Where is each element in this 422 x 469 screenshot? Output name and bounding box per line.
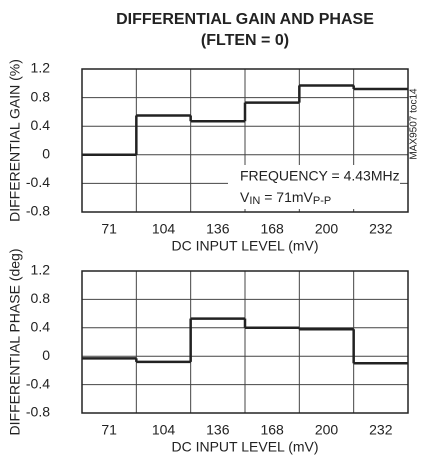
annotation-part: = 71mV xyxy=(260,189,313,205)
y-axis-title: DIFFERENTIAL GAIN (%) xyxy=(7,59,23,222)
x-tick-label: 200 xyxy=(315,422,339,438)
x-axis-title: DC INPUT LEVEL (mV) xyxy=(171,238,318,254)
x-tick-label: 104 xyxy=(152,221,176,237)
plot-frame xyxy=(81,270,409,414)
annotation-background xyxy=(228,165,400,209)
x-tick-label: 136 xyxy=(206,422,230,438)
chart-subtitle: (FLTEN = 0) xyxy=(201,32,289,49)
chart-title: DIFFERENTIAL GAIN AND PHASE xyxy=(116,11,374,28)
annotation-part: IN xyxy=(249,195,260,207)
y-tick-label: 0 xyxy=(42,347,50,363)
x-tick-label: 71 xyxy=(101,221,117,237)
x-tick-label: 168 xyxy=(260,221,284,237)
x-tick-label: 136 xyxy=(206,221,230,237)
plot-frame xyxy=(81,68,409,213)
x-tick-label: 200 xyxy=(315,221,339,237)
x-tick-label: 232 xyxy=(369,422,393,438)
y-axis-title: DIFFERENTIAL PHASE (deg) xyxy=(7,249,23,436)
annotation-part: V xyxy=(240,189,250,205)
x-tick-label: 71 xyxy=(101,422,117,438)
y-tick-label: -0.8 xyxy=(26,404,50,420)
y-tick-label: 0.4 xyxy=(31,319,51,335)
y-tick-label: 1.2 xyxy=(31,262,51,278)
y-tick-label: -0.4 xyxy=(26,174,50,190)
annotation-line: VIN = 71mVP-P xyxy=(240,189,331,207)
x-tick-label: 104 xyxy=(152,422,176,438)
side-note: MAX9507 toc14 xyxy=(409,88,420,160)
annotation-part: P-P xyxy=(313,195,331,207)
y-tick-label: -0.8 xyxy=(26,203,50,219)
y-tick-label: 0.8 xyxy=(31,290,51,306)
y-tick-label: 0.8 xyxy=(31,88,51,104)
y-tick-label: 1.2 xyxy=(31,60,51,76)
y-tick-label: 0 xyxy=(42,146,50,162)
x-tick-label: 232 xyxy=(369,221,393,237)
y-tick-label: -0.4 xyxy=(26,375,50,391)
annotation-line: FREQUENCY = 4.43MHz xyxy=(240,168,400,184)
x-tick-label: 168 xyxy=(260,422,284,438)
y-tick-label: 0.4 xyxy=(31,117,51,133)
x-axis-title: DC INPUT LEVEL (mV) xyxy=(171,439,318,455)
